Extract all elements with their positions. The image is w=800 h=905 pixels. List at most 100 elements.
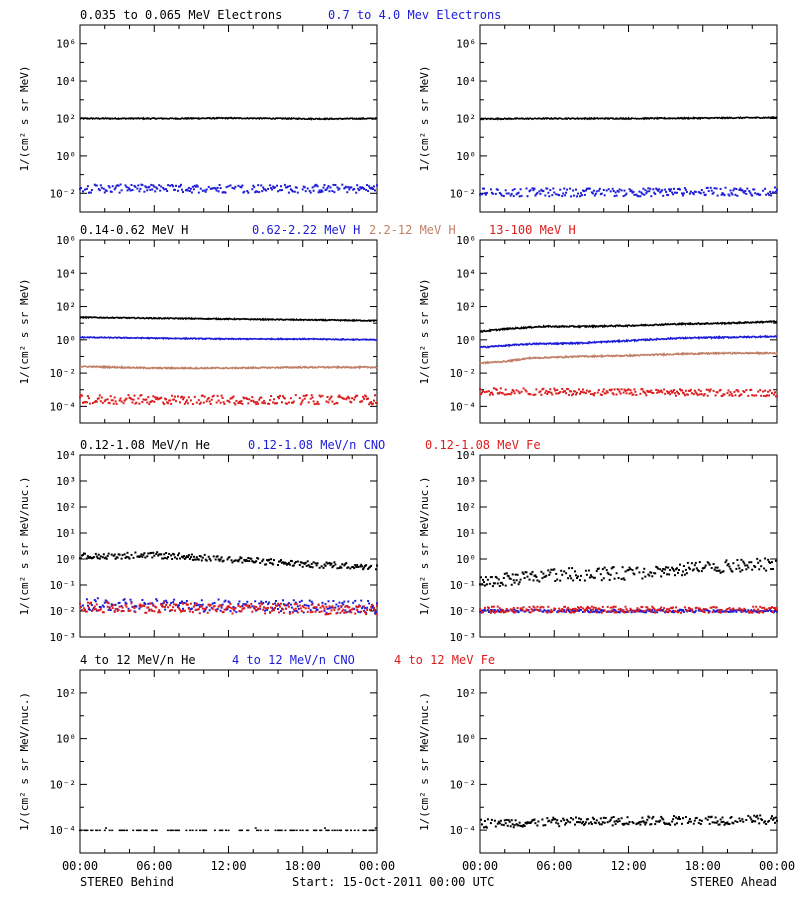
data-point bbox=[645, 611, 648, 614]
data-point bbox=[197, 603, 200, 606]
data-point bbox=[248, 398, 251, 401]
data-point bbox=[120, 400, 123, 403]
data-point bbox=[119, 829, 122, 832]
data-point bbox=[114, 400, 117, 403]
data-point bbox=[482, 578, 484, 581]
data-point bbox=[609, 606, 612, 609]
data-point bbox=[310, 603, 313, 606]
data-point bbox=[665, 610, 668, 613]
data-point bbox=[702, 608, 705, 610]
data-point bbox=[214, 558, 217, 561]
x-tick-label: 18:00 bbox=[685, 859, 721, 873]
data-point bbox=[205, 188, 208, 191]
data-point bbox=[716, 194, 719, 197]
data-point bbox=[491, 585, 494, 588]
data-point bbox=[575, 393, 577, 396]
data-point bbox=[530, 608, 533, 611]
data-point bbox=[725, 559, 728, 562]
data-point bbox=[269, 611, 272, 614]
data-point bbox=[134, 551, 137, 554]
data-point bbox=[481, 391, 483, 394]
data-point bbox=[125, 397, 128, 400]
data-point bbox=[663, 607, 666, 610]
data-point bbox=[772, 818, 774, 821]
data-point bbox=[762, 390, 765, 393]
data-point bbox=[195, 602, 198, 605]
data-point bbox=[319, 191, 322, 194]
data-point bbox=[184, 556, 187, 559]
data-point bbox=[595, 611, 598, 614]
data-point bbox=[143, 190, 146, 193]
data-point bbox=[324, 613, 327, 616]
data-point bbox=[131, 401, 134, 404]
data-point bbox=[121, 829, 124, 832]
data-point bbox=[333, 829, 336, 832]
data-point bbox=[108, 607, 111, 610]
data-point bbox=[221, 397, 224, 399]
data-point bbox=[690, 392, 693, 395]
data-point bbox=[101, 401, 104, 404]
data-point bbox=[617, 577, 620, 579]
x-tick-label: 00:00 bbox=[359, 859, 395, 873]
data-point bbox=[102, 611, 105, 614]
data-point bbox=[307, 604, 310, 607]
data-point bbox=[742, 820, 745, 823]
data-point bbox=[299, 829, 302, 832]
data-point bbox=[330, 609, 333, 612]
y-tick-label: 10⁻¹ bbox=[50, 579, 77, 592]
data-point bbox=[316, 400, 319, 403]
data-point bbox=[583, 823, 586, 825]
data-point bbox=[262, 602, 265, 604]
data-point bbox=[302, 606, 305, 609]
data-point bbox=[758, 822, 761, 825]
data-point bbox=[479, 608, 481, 611]
data-point bbox=[522, 606, 525, 609]
data-point bbox=[270, 606, 273, 609]
data-point bbox=[643, 821, 646, 824]
data-point bbox=[241, 184, 244, 187]
data-point bbox=[589, 611, 592, 614]
data-point bbox=[355, 565, 358, 568]
data-point bbox=[193, 604, 196, 607]
data-point bbox=[132, 398, 135, 401]
data-point bbox=[605, 569, 608, 572]
data-point bbox=[356, 564, 359, 567]
data-point bbox=[565, 191, 568, 194]
data-point bbox=[690, 608, 693, 611]
data-point bbox=[531, 187, 534, 190]
data-point bbox=[253, 605, 256, 608]
data-point bbox=[554, 580, 557, 582]
data-point bbox=[277, 564, 279, 566]
data-point bbox=[699, 390, 702, 393]
data-point bbox=[563, 609, 566, 611]
data-point bbox=[693, 564, 696, 567]
data-point bbox=[325, 829, 328, 832]
y-tick-label: 10⁰ bbox=[56, 334, 76, 347]
data-point bbox=[197, 191, 200, 194]
data-point bbox=[493, 582, 496, 585]
data-point bbox=[370, 605, 373, 608]
data-point bbox=[194, 608, 197, 611]
data-point bbox=[726, 392, 729, 395]
data-point bbox=[718, 823, 721, 826]
data-point bbox=[240, 557, 243, 560]
data-point bbox=[263, 399, 266, 402]
data-point bbox=[598, 823, 601, 826]
data-point bbox=[498, 585, 501, 587]
data-point bbox=[495, 388, 498, 391]
data-point bbox=[293, 609, 296, 612]
data-point bbox=[545, 389, 548, 392]
data-point bbox=[533, 818, 536, 821]
data-point bbox=[664, 188, 667, 191]
data-point bbox=[738, 567, 741, 570]
data-point bbox=[643, 567, 646, 570]
data-point bbox=[652, 815, 655, 818]
data-point bbox=[264, 402, 267, 405]
data-point bbox=[682, 192, 685, 195]
data-point bbox=[625, 608, 628, 611]
data-point bbox=[753, 814, 756, 817]
data-point bbox=[320, 189, 323, 192]
data-point bbox=[167, 402, 170, 405]
data-point bbox=[354, 396, 357, 399]
footer-center-label: Start: 15-Oct-2011 00:00 UTC bbox=[292, 875, 494, 889]
